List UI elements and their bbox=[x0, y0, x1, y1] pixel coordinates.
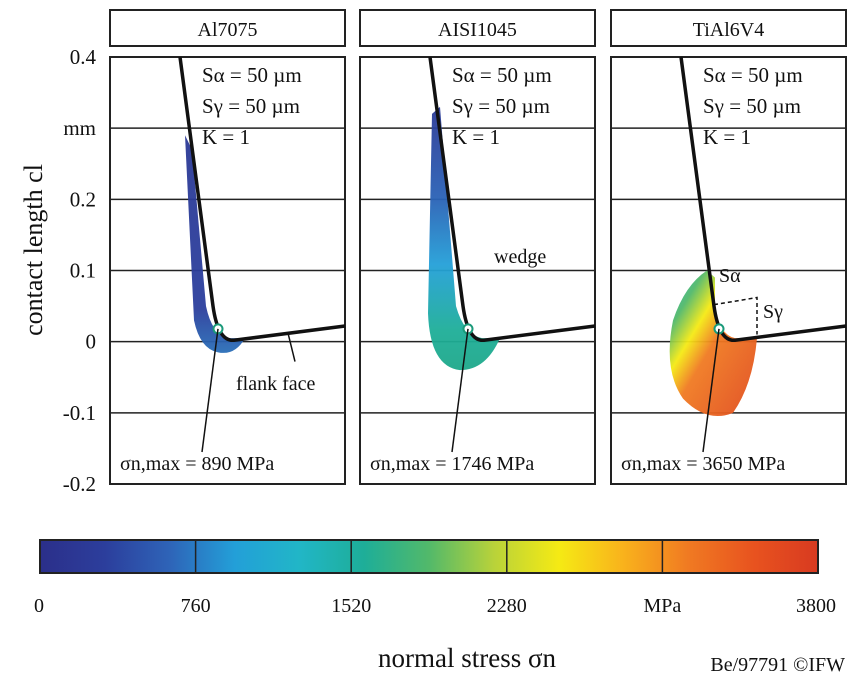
panel-2: AISI1045 Sα = 50 µm Sγ = 50 µm K = 1 σn,max … bbox=[359, 9, 596, 485]
y-tick-label: 0 bbox=[86, 330, 97, 354]
param-k: K = 1 bbox=[452, 125, 500, 149]
param-k: K = 1 bbox=[202, 125, 250, 149]
param-s-gamma: Sγ = 50 µm bbox=[452, 94, 550, 118]
s-gamma-annotation: Sγ bbox=[763, 301, 783, 323]
credit-text: Be/97791 ©IFW bbox=[710, 654, 845, 676]
panel-title: Al7075 bbox=[198, 19, 258, 41]
stress-field bbox=[669, 270, 757, 417]
param-s-alpha: Sα = 50 µm bbox=[452, 63, 552, 87]
stress-field bbox=[185, 135, 245, 353]
colorbar-tick-label: MPa bbox=[644, 595, 682, 617]
flank-face-label: flank face bbox=[236, 373, 316, 395]
y-tick-label: mm bbox=[63, 116, 96, 140]
panel-3: TiAl6V4 Sα = 50 µm Sγ = 50 µm K = 1 σn,max =… bbox=[610, 9, 847, 485]
colorbar-tick-label: 3800 bbox=[796, 595, 836, 617]
leader-line bbox=[451, 328, 469, 453]
colorbar-tick-label: 0 bbox=[34, 595, 44, 617]
panels: Al7075 Sα = 50 µm Sγ = 50 µm K = 1 σn,max = … bbox=[109, 9, 847, 485]
y-tick-label: -0.2 bbox=[63, 472, 96, 496]
leader-line bbox=[201, 328, 219, 453]
param-s-gamma: Sγ = 50 µm bbox=[703, 94, 801, 118]
colorbar-tick-label: 760 bbox=[181, 595, 211, 617]
stress-field bbox=[428, 106, 500, 371]
flank-face-leader bbox=[287, 332, 296, 362]
y-tick-label: 0.2 bbox=[70, 187, 96, 211]
panel-title: AISI1045 bbox=[438, 19, 517, 41]
offset-dashed-lines bbox=[713, 296, 758, 335]
colorbar-tick-label: 1520 bbox=[331, 595, 371, 617]
s-alpha-annotation: Sα bbox=[719, 265, 741, 287]
leader-line bbox=[702, 328, 720, 453]
colorbar-tick-label: 2280 bbox=[487, 595, 527, 617]
wedge-label: wedge bbox=[494, 246, 546, 268]
y-axis-label: contact length cl bbox=[19, 164, 48, 336]
panel-title-box bbox=[610, 9, 847, 47]
panel-title-box bbox=[359, 9, 596, 47]
param-s-alpha: Sα = 50 µm bbox=[202, 63, 302, 87]
y-tick-label: -0.1 bbox=[63, 401, 96, 425]
panel-title-box bbox=[109, 9, 346, 47]
colorbar: 0 760 1520 2280 MPa 3800 bbox=[34, 539, 836, 617]
panel-1: Al7075 Sα = 50 µm Sγ = 50 µm K = 1 σn,max = … bbox=[109, 9, 346, 485]
colorbar-label: normal stress σn bbox=[378, 643, 557, 673]
max-stress-label: σn,max = 1746 MPa bbox=[370, 453, 534, 475]
param-s-alpha: Sα = 50 µm bbox=[703, 63, 803, 87]
param-k: K = 1 bbox=[703, 125, 751, 149]
param-s-gamma: Sγ = 50 µm bbox=[202, 94, 300, 118]
max-stress-label: σn,max = 3650 MPa bbox=[621, 453, 785, 475]
y-tick-label: 0.1 bbox=[70, 259, 96, 283]
y-tick-label: 0.4 bbox=[70, 45, 97, 69]
max-stress-label: σn,max = 890 MPa bbox=[120, 453, 274, 475]
colorbar-gradient bbox=[39, 539, 819, 574]
panel-title: TiAl6V4 bbox=[693, 19, 765, 41]
y-tick-labels: 0.4 mm 0.2 0.1 0 -0.1 -0.2 bbox=[63, 45, 97, 496]
